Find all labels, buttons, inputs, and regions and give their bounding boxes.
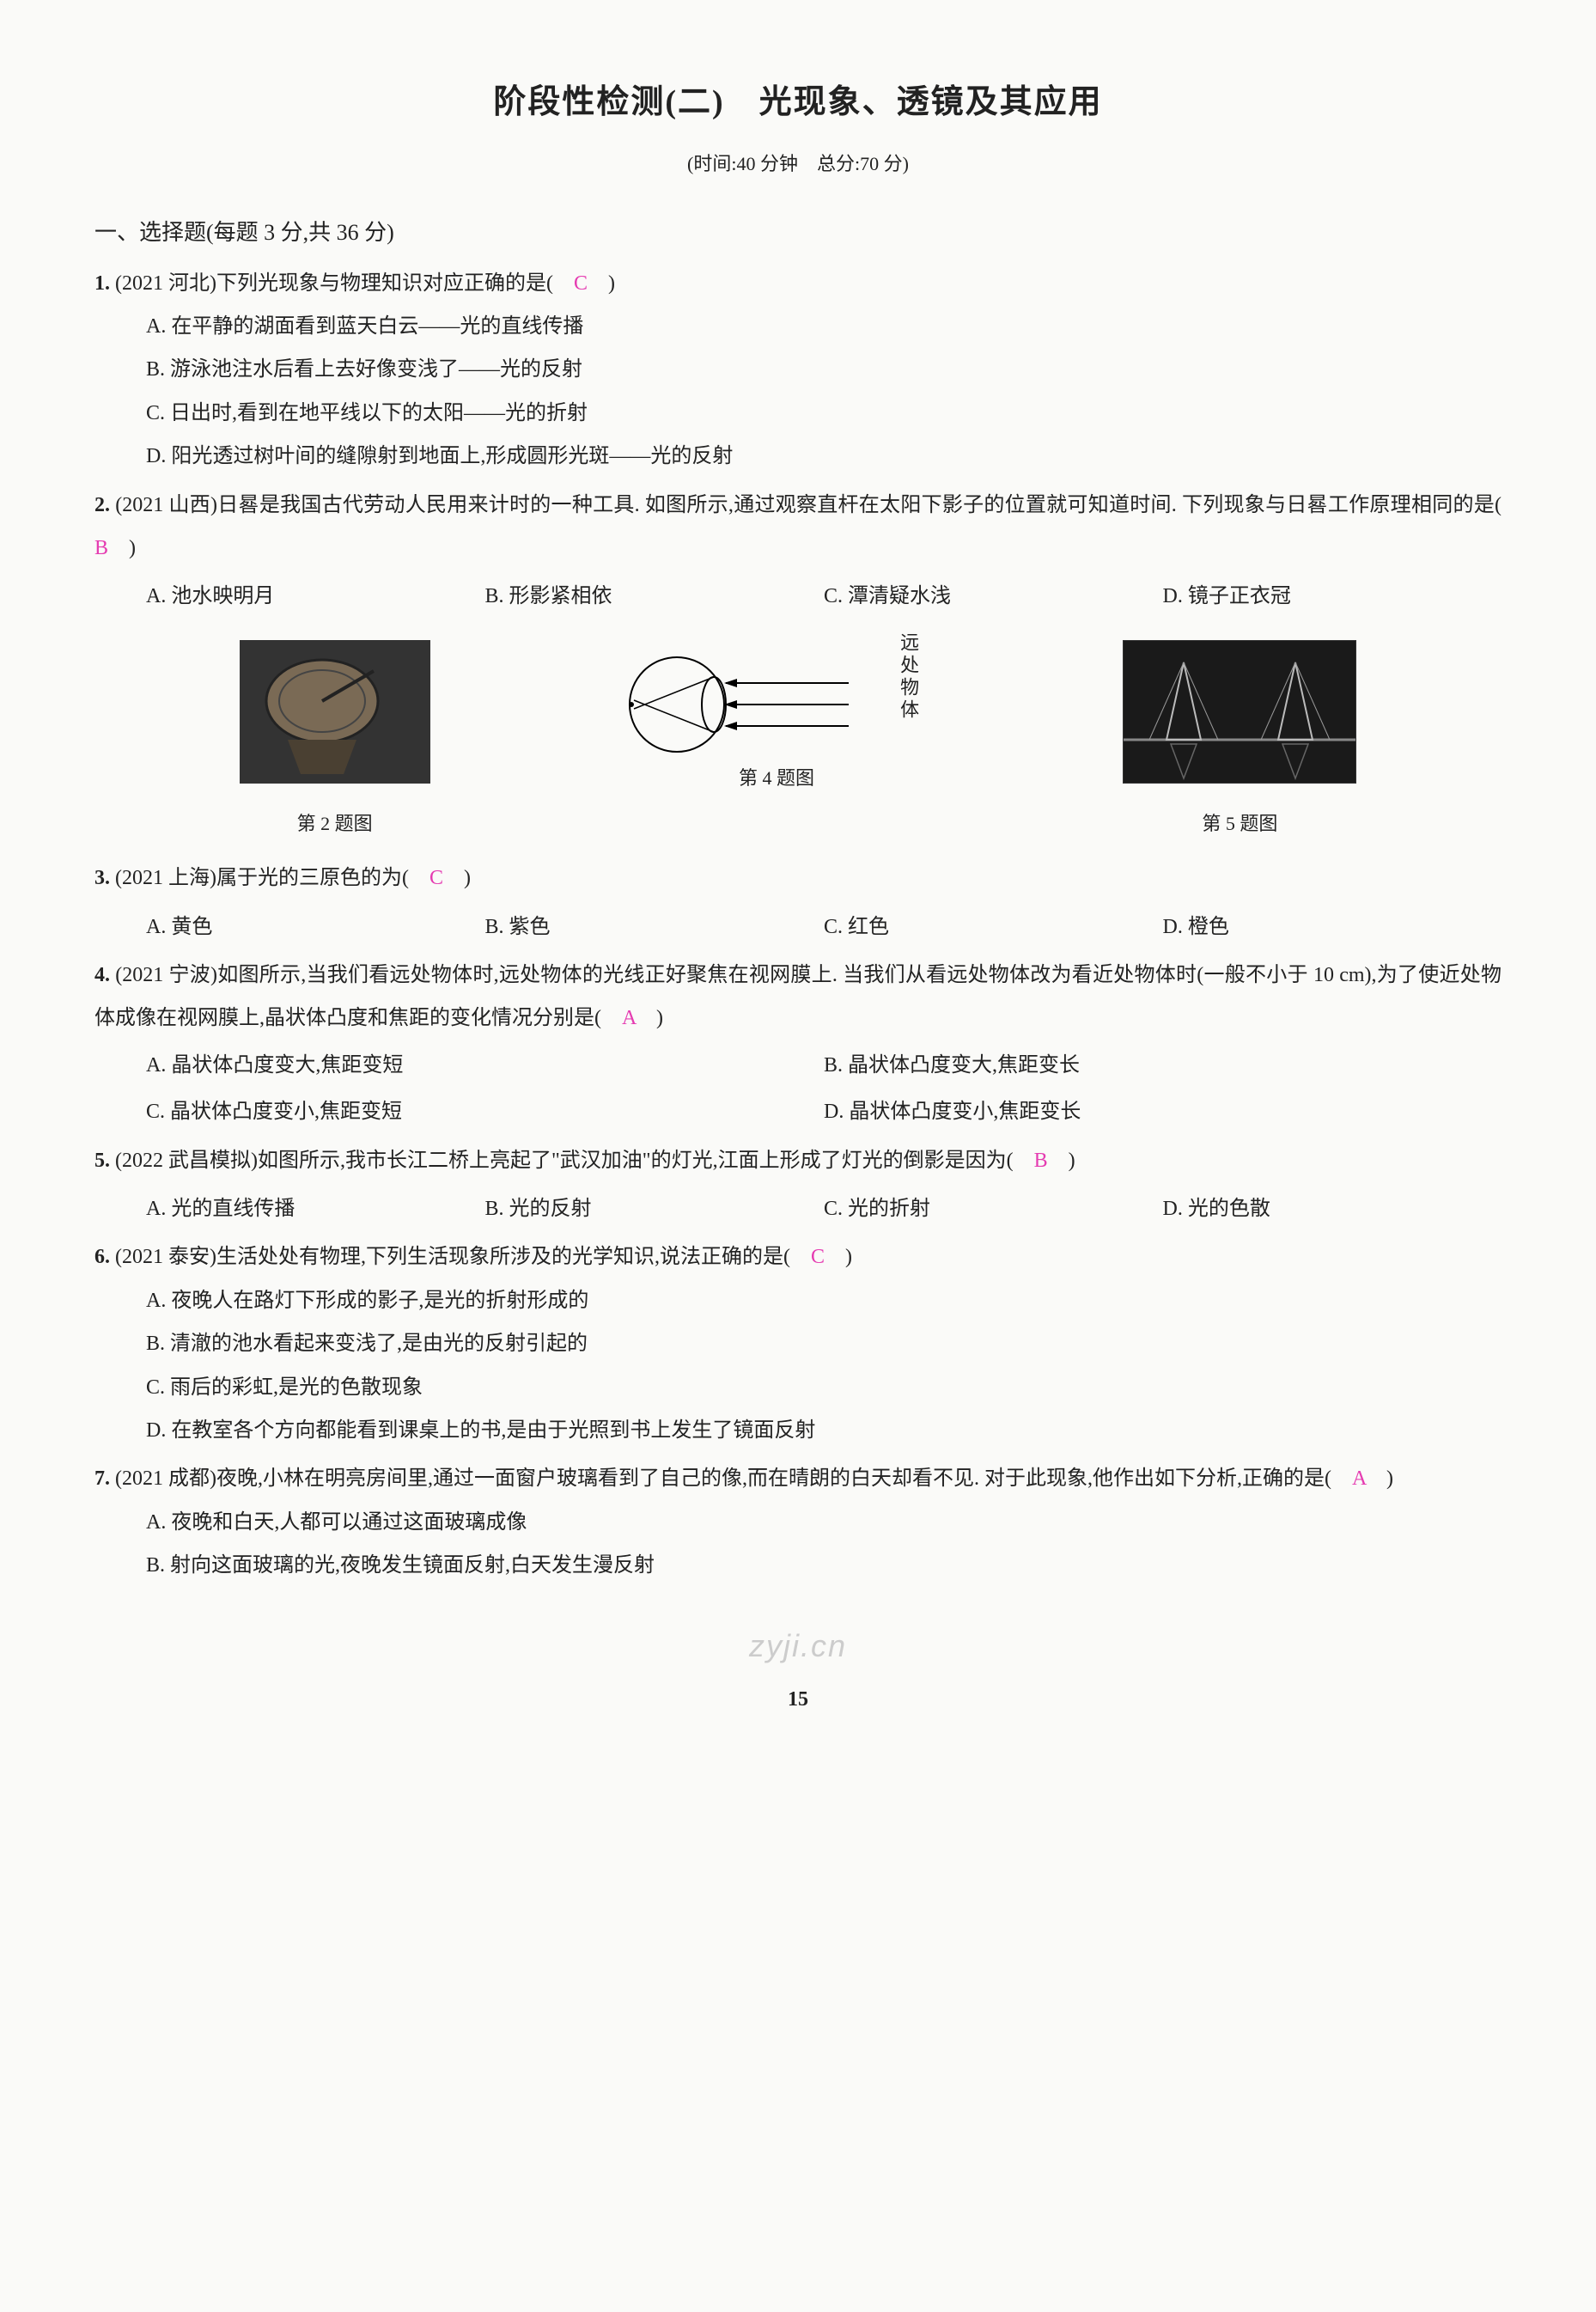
- q2-text: 日晷是我国古代劳动人民用来计时的一种工具. 如图所示,通过观察直杆在太阳下影子的…: [217, 494, 1522, 516]
- q4-options: A. 晶状体凸度变大,焦距变短 B. 晶状体凸度变大,焦距变长 C. 晶状体凸度…: [94, 1040, 1502, 1134]
- q1-option-a: A. 在平静的湖面看到蓝天白云——光的直线传播: [94, 305, 1502, 348]
- q4-answer: A: [622, 1007, 636, 1029]
- q5-answer: B: [1034, 1150, 1048, 1172]
- q7-option-a: A. 夜晚和白天,人都可以通过这面玻璃成像: [94, 1501, 1502, 1544]
- question-6: 6. (2021 泰安)生活处处有物理,下列生活现象所涉及的光学知识,说法正确的…: [94, 1235, 1502, 1278]
- figure-5: 第 5 题图: [1123, 640, 1356, 845]
- q3-text-after: ): [443, 867, 471, 889]
- q7-text: 夜晚,小林在明亮房间里,通过一面窗户玻璃看到了自己的像,而在晴朗的白天却看不见.…: [216, 1467, 1352, 1490]
- q5-source: (2022 武昌模拟): [115, 1150, 258, 1172]
- q1-option-c: C. 日出时,看到在地平线以下的太阳——光的折射: [94, 392, 1502, 435]
- q7-text-after: ): [1366, 1467, 1393, 1490]
- page-number: 15: [94, 1678, 1502, 1721]
- figure-2: 第 2 题图: [240, 640, 430, 845]
- q6-option-a: A. 夜晚人在路灯下形成的影子,是光的折射形成的: [94, 1279, 1502, 1322]
- question-3: 3. (2021 上海)属于光的三原色的为( C ): [94, 857, 1502, 900]
- q4-number: 4.: [94, 964, 115, 986]
- q4-option-b: B. 晶状体凸度变大,焦距变长: [824, 1044, 1502, 1087]
- q7-number: 7.: [94, 1467, 115, 1490]
- q2-source: (2021 山西): [115, 494, 217, 516]
- q6-answer: C: [811, 1246, 825, 1268]
- figure-2-caption: 第 2 题图: [240, 804, 430, 844]
- q3-options: A. 黄色 B. 紫色 C. 红色 D. 橙色: [94, 906, 1502, 949]
- bridge-icon: [1123, 640, 1356, 784]
- question-4: 4. (2021 宁波)如图所示,当我们看远处物体时,远处物体的光线正好聚焦在视…: [94, 954, 1502, 1040]
- sundial-icon: [240, 640, 430, 784]
- page-title: 阶段性检测(二) 光现象、透镜及其应用: [94, 69, 1502, 137]
- q2-option-c: C. 潭清疑水浅: [824, 575, 1163, 618]
- q1-text-after: ): [588, 272, 615, 295]
- q2-option-d: D. 镜子正衣冠: [1163, 575, 1502, 618]
- q3-option-b: B. 紫色: [485, 906, 825, 949]
- q4-text: 如图所示,当我们看远处物体时,远处物体的光线正好聚焦在视网膜上. 当我们从看远处…: [94, 964, 1502, 1029]
- figure-5-caption: 第 5 题图: [1123, 804, 1356, 844]
- q3-option-c: C. 红色: [824, 906, 1163, 949]
- q4-text-after: ): [636, 1007, 663, 1029]
- q3-source: (2021 上海): [115, 867, 216, 889]
- q6-text: 生活处处有物理,下列生活现象所涉及的光学知识,说法正确的是(: [216, 1246, 811, 1268]
- q5-text: 如图所示,我市长江二桥上亮起了"武汉加油"的灯光,江面上形成了灯光的倒影是因为(: [258, 1150, 1034, 1172]
- q2-answer: B: [94, 537, 108, 559]
- q4-option-d: D. 晶状体凸度变小,焦距变长: [824, 1090, 1502, 1133]
- section-1-heading: 一、选择题(每题 3 分,共 36 分): [94, 210, 1502, 257]
- eye-diagram-icon: [617, 640, 892, 769]
- q6-text-after: ): [825, 1246, 852, 1268]
- q3-option-a: A. 黄色: [146, 906, 485, 949]
- figure-4-label: 远处物体: [888, 632, 928, 722]
- q4-option-c: C. 晶状体凸度变小,焦距变短: [146, 1090, 824, 1133]
- q1-text: 下列光现象与物理知识对应正确的是(: [216, 272, 574, 295]
- watermark-text: zyji.cn: [94, 1614, 1502, 1679]
- q4-option-a: A. 晶状体凸度变大,焦距变短: [146, 1044, 824, 1087]
- page-subtitle: (时间:40 分钟 总分:70 分): [94, 144, 1502, 184]
- q1-option-d: D. 阳光透过树叶间的缝隙射到地面上,形成圆形光斑——光的反射: [94, 435, 1502, 478]
- question-7: 7. (2021 成都)夜晚,小林在明亮房间里,通过一面窗户玻璃看到了自己的像,…: [94, 1457, 1502, 1500]
- q4-source: (2021 宁波): [115, 964, 217, 986]
- q1-source: (2021 河北): [115, 272, 216, 295]
- q5-option-a: A. 光的直线传播: [146, 1187, 485, 1230]
- q6-option-d: D. 在教室各个方向都能看到课桌上的书,是由于光照到书上发生了镜面反射: [94, 1409, 1502, 1452]
- q2-options: A. 池水映明月 B. 形影紧相依 C. 潭清疑水浅 D. 镜子正衣冠: [94, 575, 1502, 618]
- q5-option-c: C. 光的折射: [824, 1187, 1163, 1230]
- q5-option-b: B. 光的反射: [485, 1187, 825, 1230]
- q5-options: A. 光的直线传播 B. 光的反射 C. 光的折射 D. 光的色散: [94, 1187, 1502, 1230]
- q2-option-a: A. 池水映明月: [146, 575, 485, 618]
- q5-number: 5.: [94, 1150, 115, 1172]
- q3-option-d: D. 橙色: [1163, 906, 1502, 949]
- question-5: 5. (2022 武昌模拟)如图所示,我市长江二桥上亮起了"武汉加油"的灯光,江…: [94, 1139, 1502, 1182]
- question-2: 2. (2021 山西)日晷是我国古代劳动人民用来计时的一种工具. 如图所示,通…: [94, 484, 1502, 570]
- figure-4: 远处物体 第 4 题图: [617, 640, 936, 799]
- q6-number: 6.: [94, 1246, 115, 1268]
- q5-text-after: ): [1048, 1150, 1075, 1172]
- q1-option-b: B. 游泳池注水后看上去好像变浅了——光的反射: [94, 348, 1502, 391]
- q7-source: (2021 成都): [115, 1467, 216, 1490]
- q7-option-b: B. 射向这面玻璃的光,夜晚发生镜面反射,白天发生漫反射: [94, 1544, 1502, 1587]
- q6-option-c: C. 雨后的彩虹,是光的色散现象: [94, 1366, 1502, 1409]
- q2-option-b: B. 形影紧相依: [485, 575, 825, 618]
- q6-source: (2021 泰安): [115, 1246, 216, 1268]
- q2-text-after: ): [108, 537, 136, 559]
- q3-answer: C: [429, 867, 443, 889]
- q1-number: 1.: [94, 272, 115, 295]
- question-1: 1. (2021 河北)下列光现象与物理知识对应正确的是( C ): [94, 262, 1502, 305]
- q1-answer: C: [574, 272, 588, 295]
- q7-answer: A: [1352, 1467, 1366, 1490]
- q2-number: 2.: [94, 494, 115, 516]
- q3-text: 属于光的三原色的为(: [216, 867, 429, 889]
- q5-option-d: D. 光的色散: [1163, 1187, 1502, 1230]
- q3-number: 3.: [94, 867, 115, 889]
- q6-option-b: B. 清澈的池水看起来变浅了,是由光的反射引起的: [94, 1322, 1502, 1365]
- figures-row: 第 2 题图 远处物体 第 4 题图: [146, 640, 1450, 845]
